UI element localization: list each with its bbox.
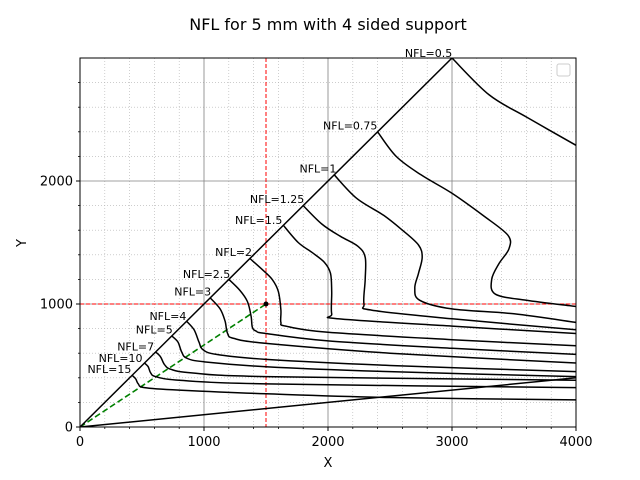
contour-line bbox=[131, 374, 576, 401]
contour-line bbox=[282, 224, 576, 335]
y-tick-label: 1000 bbox=[40, 298, 73, 313]
contour-label: NFL=7 bbox=[117, 341, 154, 354]
contour-label: NFL=2.5 bbox=[183, 268, 230, 281]
x-axis-label: X bbox=[324, 456, 333, 471]
contour-label: NFL=2 bbox=[215, 246, 252, 259]
contour-label: NFL=15 bbox=[87, 363, 131, 376]
contour-label: NFL=4 bbox=[149, 310, 186, 323]
crosshair-overlay bbox=[80, 58, 576, 427]
x-tick-label: 2000 bbox=[311, 435, 344, 450]
y-tick-label: 0 bbox=[65, 421, 73, 436]
contour-label: NFL=1.5 bbox=[235, 214, 282, 227]
contour-line bbox=[377, 131, 576, 308]
contour-labels: NFL=0.5 NFL=0.75 NFL=1 NFL=1.25 NFL=1.5 NFL=2… bbox=[87, 47, 452, 376]
y-tick-label: 2000 bbox=[40, 175, 73, 190]
x-axis: 0 1000 2000 3000 4000 bbox=[76, 427, 593, 450]
contour-line bbox=[302, 205, 576, 331]
x-tick-label: 3000 bbox=[435, 435, 468, 450]
contour-label: NFL=3 bbox=[174, 285, 211, 298]
dashed-diagonal-line bbox=[80, 303, 267, 427]
y-axis-label: Y bbox=[15, 239, 30, 248]
contour-label: NFL=1.25 bbox=[250, 193, 304, 206]
boundary-diagonal bbox=[80, 58, 453, 427]
plot-area: NFL=0.5 NFL=0.75 NFL=1 NFL=1.25 NFL=1.5 NFL=2… bbox=[79, 47, 577, 428]
x-tick-label: 4000 bbox=[559, 435, 592, 450]
x-tick-label: 1000 bbox=[187, 435, 220, 450]
contour-lines bbox=[131, 58, 576, 401]
contour-line bbox=[155, 351, 576, 382]
contour-line bbox=[143, 362, 576, 389]
contour-line bbox=[171, 335, 576, 378]
y-axis: 0 1000 2000 bbox=[40, 82, 80, 436]
contour-line bbox=[186, 320, 576, 373]
contour-line bbox=[333, 174, 576, 324]
contour-line bbox=[209, 297, 576, 364]
contour-line bbox=[228, 278, 576, 356]
contour-label: NFL=0.75 bbox=[323, 119, 377, 132]
reference-point-marker bbox=[263, 301, 269, 307]
contour-label: NFL=0.5 bbox=[405, 47, 452, 60]
contour-line bbox=[249, 257, 576, 347]
contour-label: NFL=10 bbox=[99, 352, 143, 365]
x-tick-label: 0 bbox=[76, 435, 84, 450]
contour-label: NFL=5 bbox=[136, 324, 173, 337]
contour-line bbox=[451, 58, 576, 146]
legend-box bbox=[556, 63, 571, 77]
chart-title: NFL for 5 mm with 4 sided support bbox=[189, 15, 467, 34]
contour-label: NFL=1 bbox=[299, 162, 336, 175]
